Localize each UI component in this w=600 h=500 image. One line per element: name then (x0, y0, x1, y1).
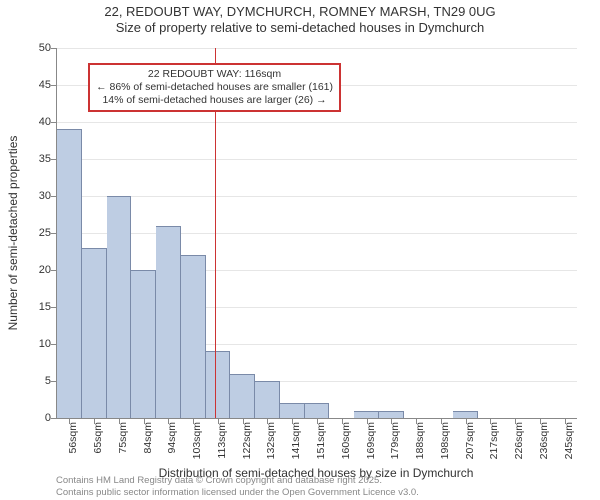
attribution-text: Contains HM Land Registry data © Crown c… (56, 475, 419, 498)
histogram-bar (206, 351, 231, 418)
y-tick (51, 122, 57, 123)
y-tick-label: 0 (21, 412, 51, 424)
x-tick-label: 160sqm (340, 422, 352, 459)
x-tick-label: 226sqm (513, 422, 525, 459)
y-tick-label: 50 (21, 42, 51, 54)
x-tick-label: 65sqm (92, 422, 104, 454)
x-tick-label: 84sqm (142, 422, 154, 454)
y-tick-label: 25 (21, 227, 51, 239)
y-tick-label: 15 (21, 301, 51, 313)
y-tick-label: 45 (21, 79, 51, 91)
x-tick-label: 245sqm (563, 422, 575, 459)
annotation-box: 22 REDOUBT WAY: 116sqm← 86% of semi-deta… (88, 63, 341, 112)
gridline (57, 122, 577, 123)
annotation-line: ← 86% of semi-detached houses are smalle… (96, 81, 333, 94)
y-tick-label: 40 (21, 116, 51, 128)
annotation-line: 22 REDOUBT WAY: 116sqm (96, 68, 333, 81)
histogram-bar (57, 129, 82, 418)
histogram-bar (379, 411, 404, 418)
histogram-bar (156, 226, 181, 418)
annotation-line: 14% of semi-detached houses are larger (… (96, 94, 333, 107)
x-tick-label: 207sqm (464, 422, 476, 459)
gridline (57, 48, 577, 49)
title-line-1: 22, REDOUBT WAY, DYMCHURCH, ROMNEY MARSH… (0, 4, 600, 20)
plot-area: 0510152025303540455056sqm65sqm75sqm84sqm… (56, 48, 577, 419)
y-tick-label: 20 (21, 264, 51, 276)
title-line-2: Size of property relative to semi-detach… (0, 20, 600, 36)
histogram-bar (354, 411, 379, 418)
gridline (57, 196, 577, 197)
gridline (57, 159, 577, 160)
histogram-bar (107, 196, 132, 418)
gridline (57, 233, 577, 234)
histogram-bar (82, 248, 107, 418)
chart-title: 22, REDOUBT WAY, DYMCHURCH, ROMNEY MARSH… (0, 4, 600, 37)
y-axis-title: Number of semi-detached properties (6, 136, 20, 331)
y-tick-label: 35 (21, 153, 51, 165)
x-tick-label: 141sqm (290, 422, 302, 459)
y-tick-label: 10 (21, 338, 51, 350)
histogram-bar (181, 255, 206, 418)
histogram-bar (131, 270, 156, 418)
x-tick-label: 94sqm (166, 422, 178, 454)
x-tick-label: 217sqm (488, 422, 500, 459)
x-tick-label: 198sqm (439, 422, 451, 459)
histogram-bar (453, 411, 478, 418)
histogram-chart: 22, REDOUBT WAY, DYMCHURCH, ROMNEY MARSH… (0, 0, 600, 500)
x-tick-label: 151sqm (315, 422, 327, 459)
x-tick-label: 113sqm (216, 422, 228, 459)
y-tick (51, 85, 57, 86)
y-tick (51, 48, 57, 49)
y-tick-label: 5 (21, 375, 51, 387)
histogram-bar (305, 403, 330, 418)
histogram-bar (230, 374, 255, 418)
x-tick-label: 122sqm (241, 422, 253, 459)
histogram-bar (280, 403, 305, 418)
y-tick (51, 418, 57, 419)
x-tick-label: 188sqm (414, 422, 426, 459)
y-tick-label: 30 (21, 190, 51, 202)
x-tick-label: 169sqm (365, 422, 377, 459)
x-tick-label: 132sqm (265, 422, 277, 459)
attribution-line-2: Contains public sector information licen… (56, 487, 419, 498)
x-tick-label: 75sqm (117, 422, 129, 454)
histogram-bar (255, 381, 280, 418)
attribution-line-1: Contains HM Land Registry data © Crown c… (56, 475, 419, 486)
x-tick-label: 56sqm (67, 422, 79, 454)
x-tick-label: 179sqm (389, 422, 401, 459)
x-tick-label: 103sqm (191, 422, 203, 459)
x-tick-label: 236sqm (538, 422, 550, 459)
